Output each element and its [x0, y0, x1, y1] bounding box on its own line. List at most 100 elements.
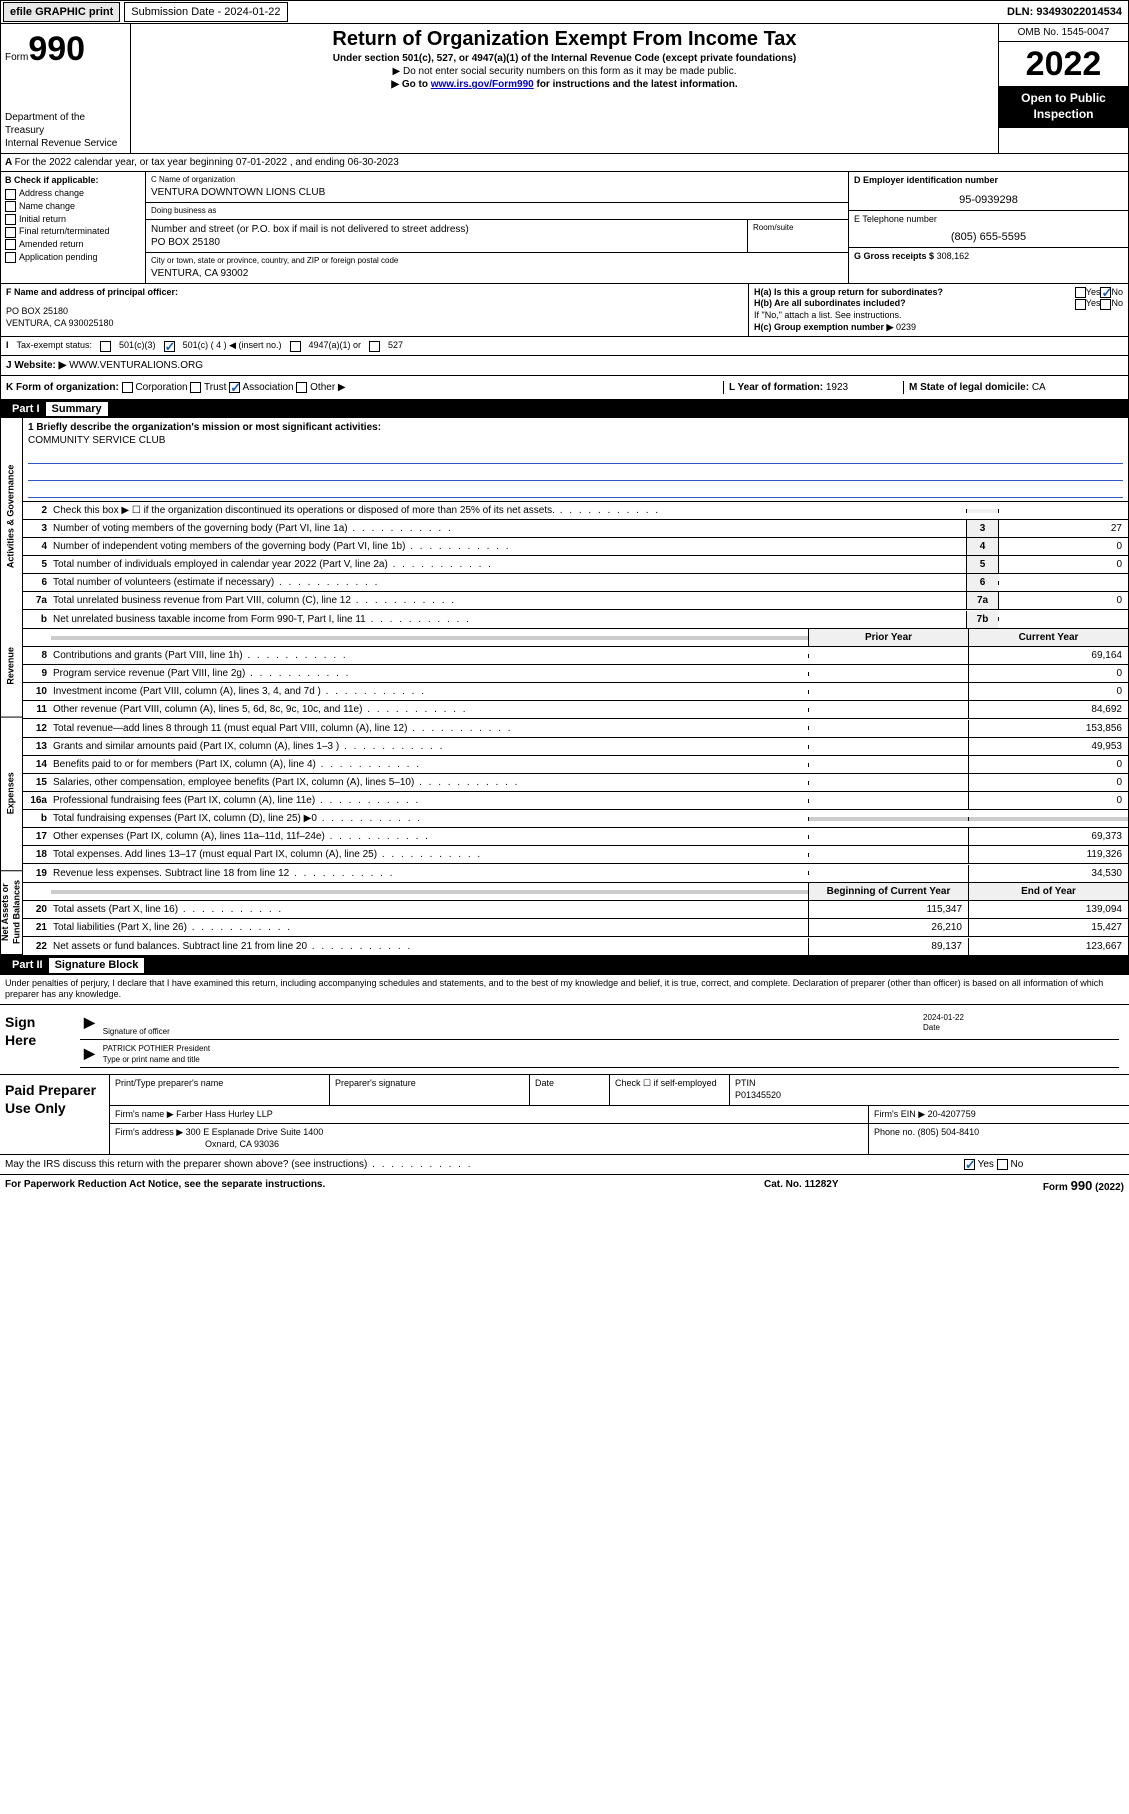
ssn-note: ▶ Do not enter social security numbers o…: [135, 65, 994, 78]
summary-row: 11Other revenue (Part VIII, column (A), …: [23, 701, 1128, 719]
firm-name: Farber Hass Hurley LLP: [176, 1109, 273, 1119]
hc-label: H(c) Group exemption number ▶: [754, 322, 893, 332]
summary-row: 12Total revenue—add lines 8 through 11 (…: [23, 719, 1128, 737]
f-label: F Name and address of principal officer:: [6, 287, 743, 299]
tax-year: 2022: [999, 42, 1128, 86]
irs-link[interactable]: www.irs.gov/Form990: [431, 79, 534, 90]
hb-note: If "No," attach a list. See instructions…: [754, 310, 1123, 322]
chk-other[interactable]: [296, 382, 307, 393]
gov-row: 5Total number of individuals employed in…: [23, 556, 1128, 574]
chk-address-change[interactable]: [5, 189, 16, 200]
sig-date: 2024-01-22: [923, 1013, 964, 1022]
seg-governance: Activities & Governance: [1, 418, 22, 615]
ha-label: H(a) Is this a group return for subordin…: [754, 287, 1075, 299]
dba-label: Doing business as: [151, 206, 843, 216]
form-number: 990: [28, 30, 85, 68]
row-k-org-form: K Form of organization: Corporation Trus…: [0, 376, 1129, 400]
phone-label: E Telephone number: [854, 214, 1123, 226]
chk-trust[interactable]: [190, 382, 201, 393]
ein-value: 95-0939298: [854, 193, 1123, 207]
summary-row: 10Investment income (Part VIII, column (…: [23, 683, 1128, 701]
c-name-label: C Name of organization: [151, 175, 843, 185]
row-j-website: J Website: ▶ WWW.VENTURALIONS.ORG: [0, 356, 1129, 376]
efile-button[interactable]: efile GRAPHIC print: [3, 2, 120, 22]
form-footer: For Paperwork Reduction Act Notice, see …: [0, 1174, 1129, 1198]
room-suite-label: Room/suite: [748, 220, 848, 252]
officer-addr1: PO BOX 25180: [6, 306, 743, 318]
firm-addr1: 300 E Esplanade Drive Suite 1400: [186, 1127, 324, 1137]
chk-501c[interactable]: [164, 341, 175, 352]
summary-row: 16aProfessional fundraising fees (Part I…: [23, 792, 1128, 810]
summary-row: 20Total assets (Part X, line 16)115,3471…: [23, 901, 1128, 919]
arrow-icon: ▶: [80, 1042, 99, 1067]
col-header-row: Prior YearCurrent Year: [23, 629, 1128, 647]
omb-number: OMB No. 1545-0047: [999, 24, 1128, 42]
ha-no[interactable]: [1100, 287, 1111, 298]
firm-phone: (805) 504-8410: [918, 1127, 980, 1137]
hb-no[interactable]: [1100, 299, 1111, 310]
chk-assoc[interactable]: [229, 382, 240, 393]
discuss-yes[interactable]: [964, 1159, 975, 1170]
seg-expenses: Expenses: [1, 717, 22, 871]
self-employed-check[interactable]: Check ☐ if self-employed: [610, 1075, 730, 1104]
chk-app-pending[interactable]: [5, 252, 16, 263]
dln: DLN: 93493022014534: [1001, 3, 1128, 21]
hb-yes[interactable]: [1075, 299, 1086, 310]
form-header: Form990 Department of the Treasury Inter…: [0, 24, 1129, 154]
sig-officer-label: Signature of officer: [103, 1027, 170, 1036]
summary-row: 19Revenue less expenses. Subtract line 1…: [23, 864, 1128, 882]
discuss-no[interactable]: [997, 1159, 1008, 1170]
row-a-tax-year: A For the 2022 calendar year, or tax yea…: [0, 154, 1129, 172]
city-value: VENTURA, CA 93002: [151, 267, 843, 280]
chk-501c3[interactable]: [100, 341, 111, 352]
summary-row: 17Other expenses (Part IX, column (A), l…: [23, 828, 1128, 846]
gross-receipts-value: 308,162: [937, 251, 970, 261]
chk-final-return[interactable]: [5, 227, 16, 238]
net-header-row: Beginning of Current YearEnd of Year: [23, 883, 1128, 901]
gov-row: 4Number of independent voting members of…: [23, 538, 1128, 556]
summary-row: 22Net assets or fund balances. Subtract …: [23, 937, 1128, 955]
gov-row: 2Check this box ▶ ☐ if the organization …: [23, 502, 1128, 520]
summary-row: bTotal fundraising expenses (Part IX, co…: [23, 810, 1128, 828]
officer-name: PATRICK POTHIER President: [103, 1044, 210, 1053]
firm-ein: 20-4207759: [928, 1109, 976, 1119]
arrow-icon: ▶: [80, 1011, 99, 1039]
hc-value: 0239: [896, 322, 916, 332]
entity-box: B Check if applicable: Address change Na…: [0, 172, 1129, 283]
firm-addr2: Oxnard, CA 93036: [205, 1139, 279, 1149]
hb-label: H(b) Are all subordinates included?: [754, 298, 1075, 310]
chk-initial-return[interactable]: [5, 214, 16, 225]
col-b-checkboxes: B Check if applicable: Address change Na…: [1, 172, 146, 282]
form-title: Return of Organization Exempt From Incom…: [135, 26, 994, 52]
summary-row: 15Salaries, other compensation, employee…: [23, 774, 1128, 792]
ha-yes[interactable]: [1075, 287, 1086, 298]
part-i-header: Part ISummary: [0, 400, 1129, 418]
dept-treasury: Department of the Treasury: [5, 111, 126, 137]
chk-corp[interactable]: [122, 382, 133, 393]
street-value: PO BOX 25180: [151, 236, 742, 249]
summary-row: 18Total expenses. Add lines 13–17 (must …: [23, 846, 1128, 864]
part-ii-header: Part IISignature Block: [0, 956, 1129, 974]
goto-note: ▶ Go to www.irs.gov/Form990 for instruct…: [135, 78, 994, 91]
gov-row: 6Total number of volunteers (estimate if…: [23, 574, 1128, 592]
open-to-public: Open to Public Inspection: [999, 86, 1128, 127]
chk-name-change[interactable]: [5, 201, 16, 212]
seg-revenue: Revenue: [1, 616, 22, 718]
signature-declaration: Under penalties of perjury, I declare th…: [0, 975, 1129, 1005]
chk-amended[interactable]: [5, 239, 16, 250]
org-name: VENTURA DOWNTOWN LIONS CLUB: [151, 186, 843, 199]
sidebar: Activities & Governance Revenue Expenses…: [1, 418, 23, 955]
row-f-h: F Name and address of principal officer:…: [0, 284, 1129, 338]
summary-row: 21Total liabilities (Part X, line 26)26,…: [23, 919, 1128, 937]
ptin-value: P01345520: [735, 1090, 781, 1100]
state-domicile: CA: [1032, 382, 1046, 393]
discuss-row: May the IRS discuss this return with the…: [0, 1155, 1129, 1174]
chk-527[interactable]: [369, 341, 380, 352]
summary-row: 13Grants and similar amounts paid (Part …: [23, 738, 1128, 756]
summary-row: 8Contributions and grants (Part VIII, li…: [23, 647, 1128, 665]
irs-label: Internal Revenue Service: [5, 137, 126, 150]
submission-date: Submission Date - 2024-01-22: [124, 2, 287, 22]
chk-4947[interactable]: [290, 341, 301, 352]
paid-preparer-block: Paid Preparer Use Only Print/Type prepar…: [0, 1075, 1129, 1154]
summary-row: 9Program service revenue (Part VIII, lin…: [23, 665, 1128, 683]
